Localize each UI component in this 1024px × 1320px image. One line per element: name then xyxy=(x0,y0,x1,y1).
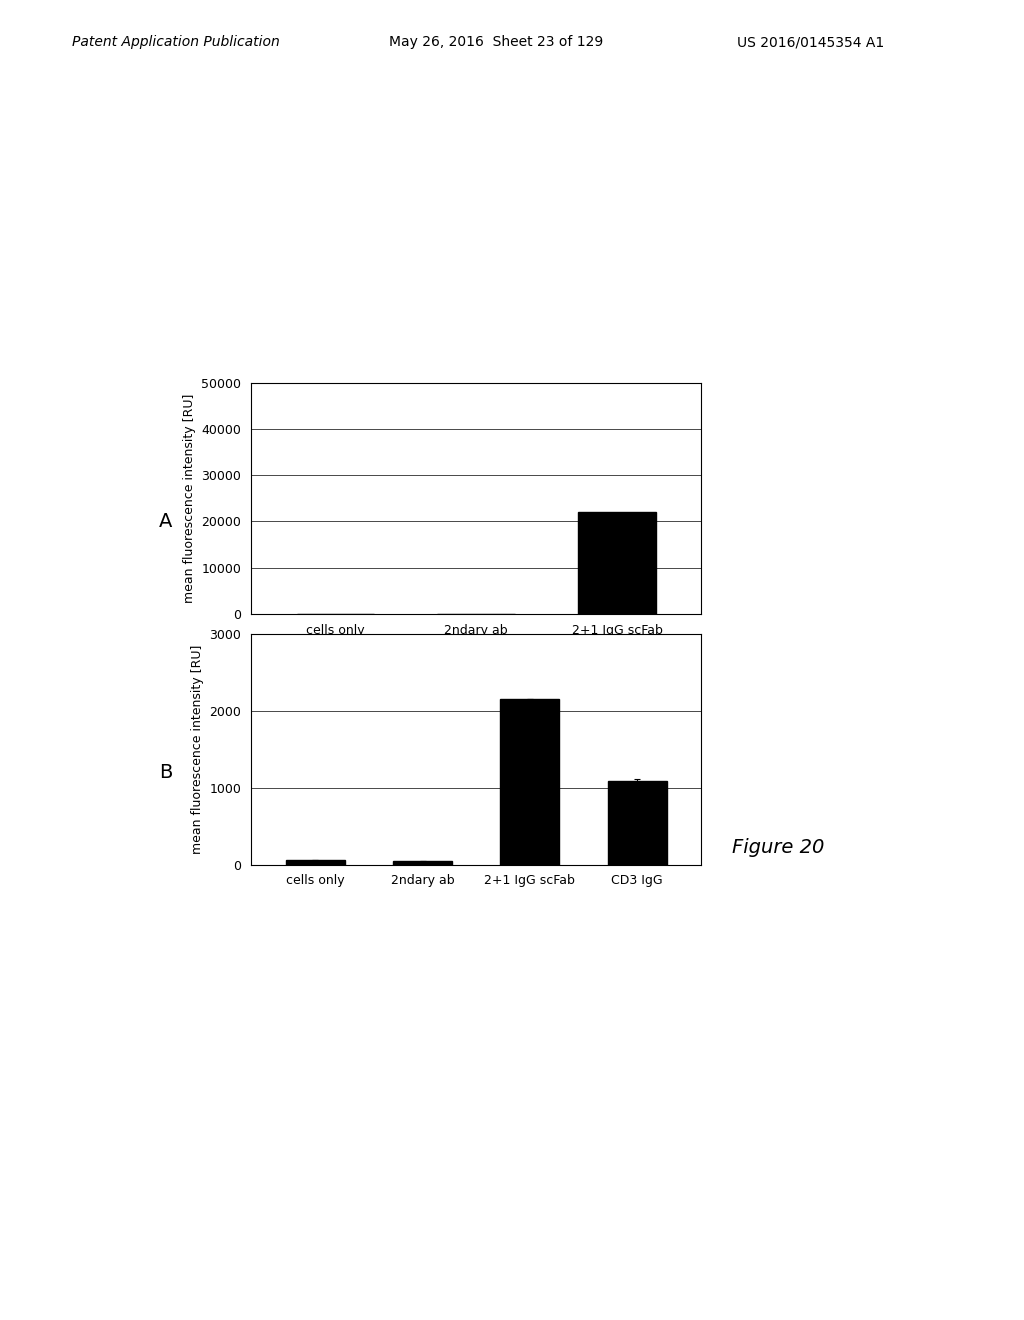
Text: May 26, 2016  Sheet 23 of 129: May 26, 2016 Sheet 23 of 129 xyxy=(389,36,603,49)
Text: Figure 20: Figure 20 xyxy=(732,838,824,857)
Text: B: B xyxy=(159,763,172,781)
Text: US 2016/0145354 A1: US 2016/0145354 A1 xyxy=(737,36,885,49)
Bar xyxy=(607,780,667,865)
Bar xyxy=(501,700,559,865)
Bar xyxy=(579,512,655,614)
Text: Patent Application Publication: Patent Application Publication xyxy=(72,36,280,49)
Bar xyxy=(393,861,452,865)
Text: A: A xyxy=(159,512,172,531)
Bar xyxy=(286,861,345,865)
Y-axis label: mean fluorescence intensity [RU]: mean fluorescence intensity [RU] xyxy=(182,393,196,603)
Y-axis label: mean fluorescence intensity [RU]: mean fluorescence intensity [RU] xyxy=(190,644,204,854)
